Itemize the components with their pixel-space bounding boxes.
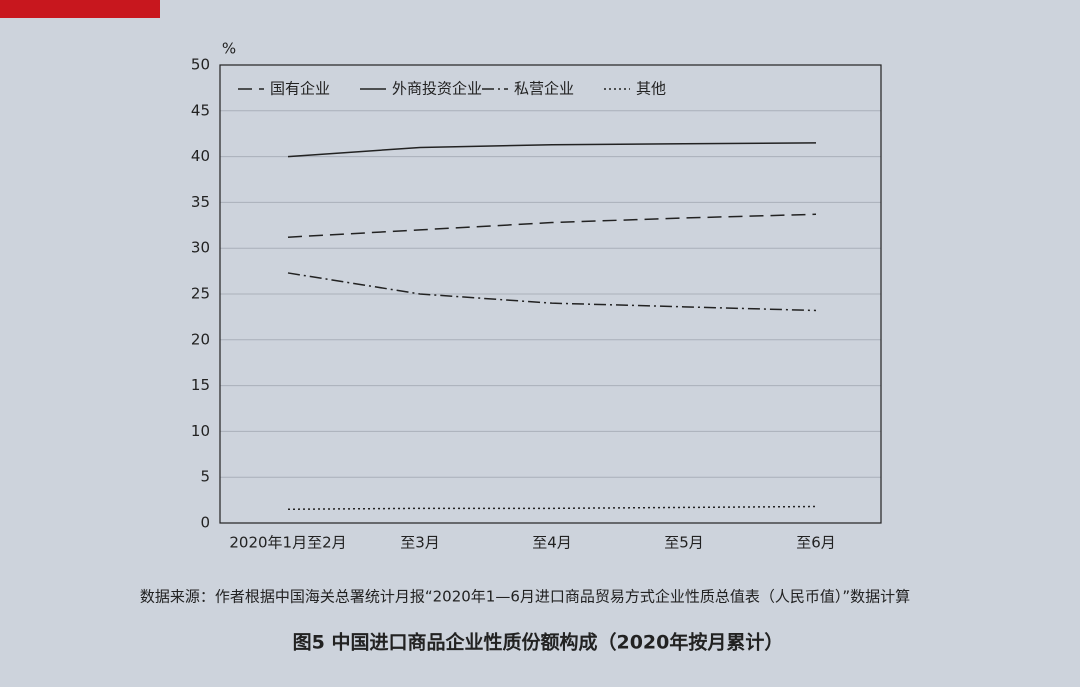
x-tick-label: 至6月 [796,534,836,552]
series-line [287,272,817,312]
legend-label: 外商投资企业 [392,80,482,98]
x-tick-label: 2020年1月至2月 [229,534,346,552]
chart-title: 图5 中国进口商品企业性质份额构成（2020年按月累计） [293,631,784,654]
y-tick-label: 45 [191,101,210,119]
y-tick-label: 10 [191,422,210,440]
y-tick-label: 5 [200,468,210,486]
legend-label: 私营企业 [514,80,574,98]
series-line [287,142,817,158]
y-tick-label: 50 [191,56,210,74]
legend-label: 其他 [636,80,666,98]
y-tick-label: 0 [200,514,210,532]
series-line [287,213,817,238]
x-tick-label: 至3月 [400,534,440,552]
plot-frame [219,64,882,524]
x-tick-label: 至4月 [532,534,572,552]
y-tick-label: 35 [191,193,210,211]
x-tick-label: 至5月 [664,534,704,552]
legend-label: 国有企业 [270,80,330,98]
y-tick-label: 40 [191,147,210,165]
y-tick-label: 15 [191,376,210,394]
y-tick-label: 30 [191,239,210,257]
source-note: 数据来源：作者根据中国海关总署统计月报“2020年1—6月进口商品贸易方式企业性… [140,588,910,606]
red-banner [0,0,160,18]
y-tick-label: 20 [191,330,210,348]
y-axis-label: % [222,40,236,58]
series-line [287,505,817,511]
y-tick-label: 25 [191,285,210,303]
